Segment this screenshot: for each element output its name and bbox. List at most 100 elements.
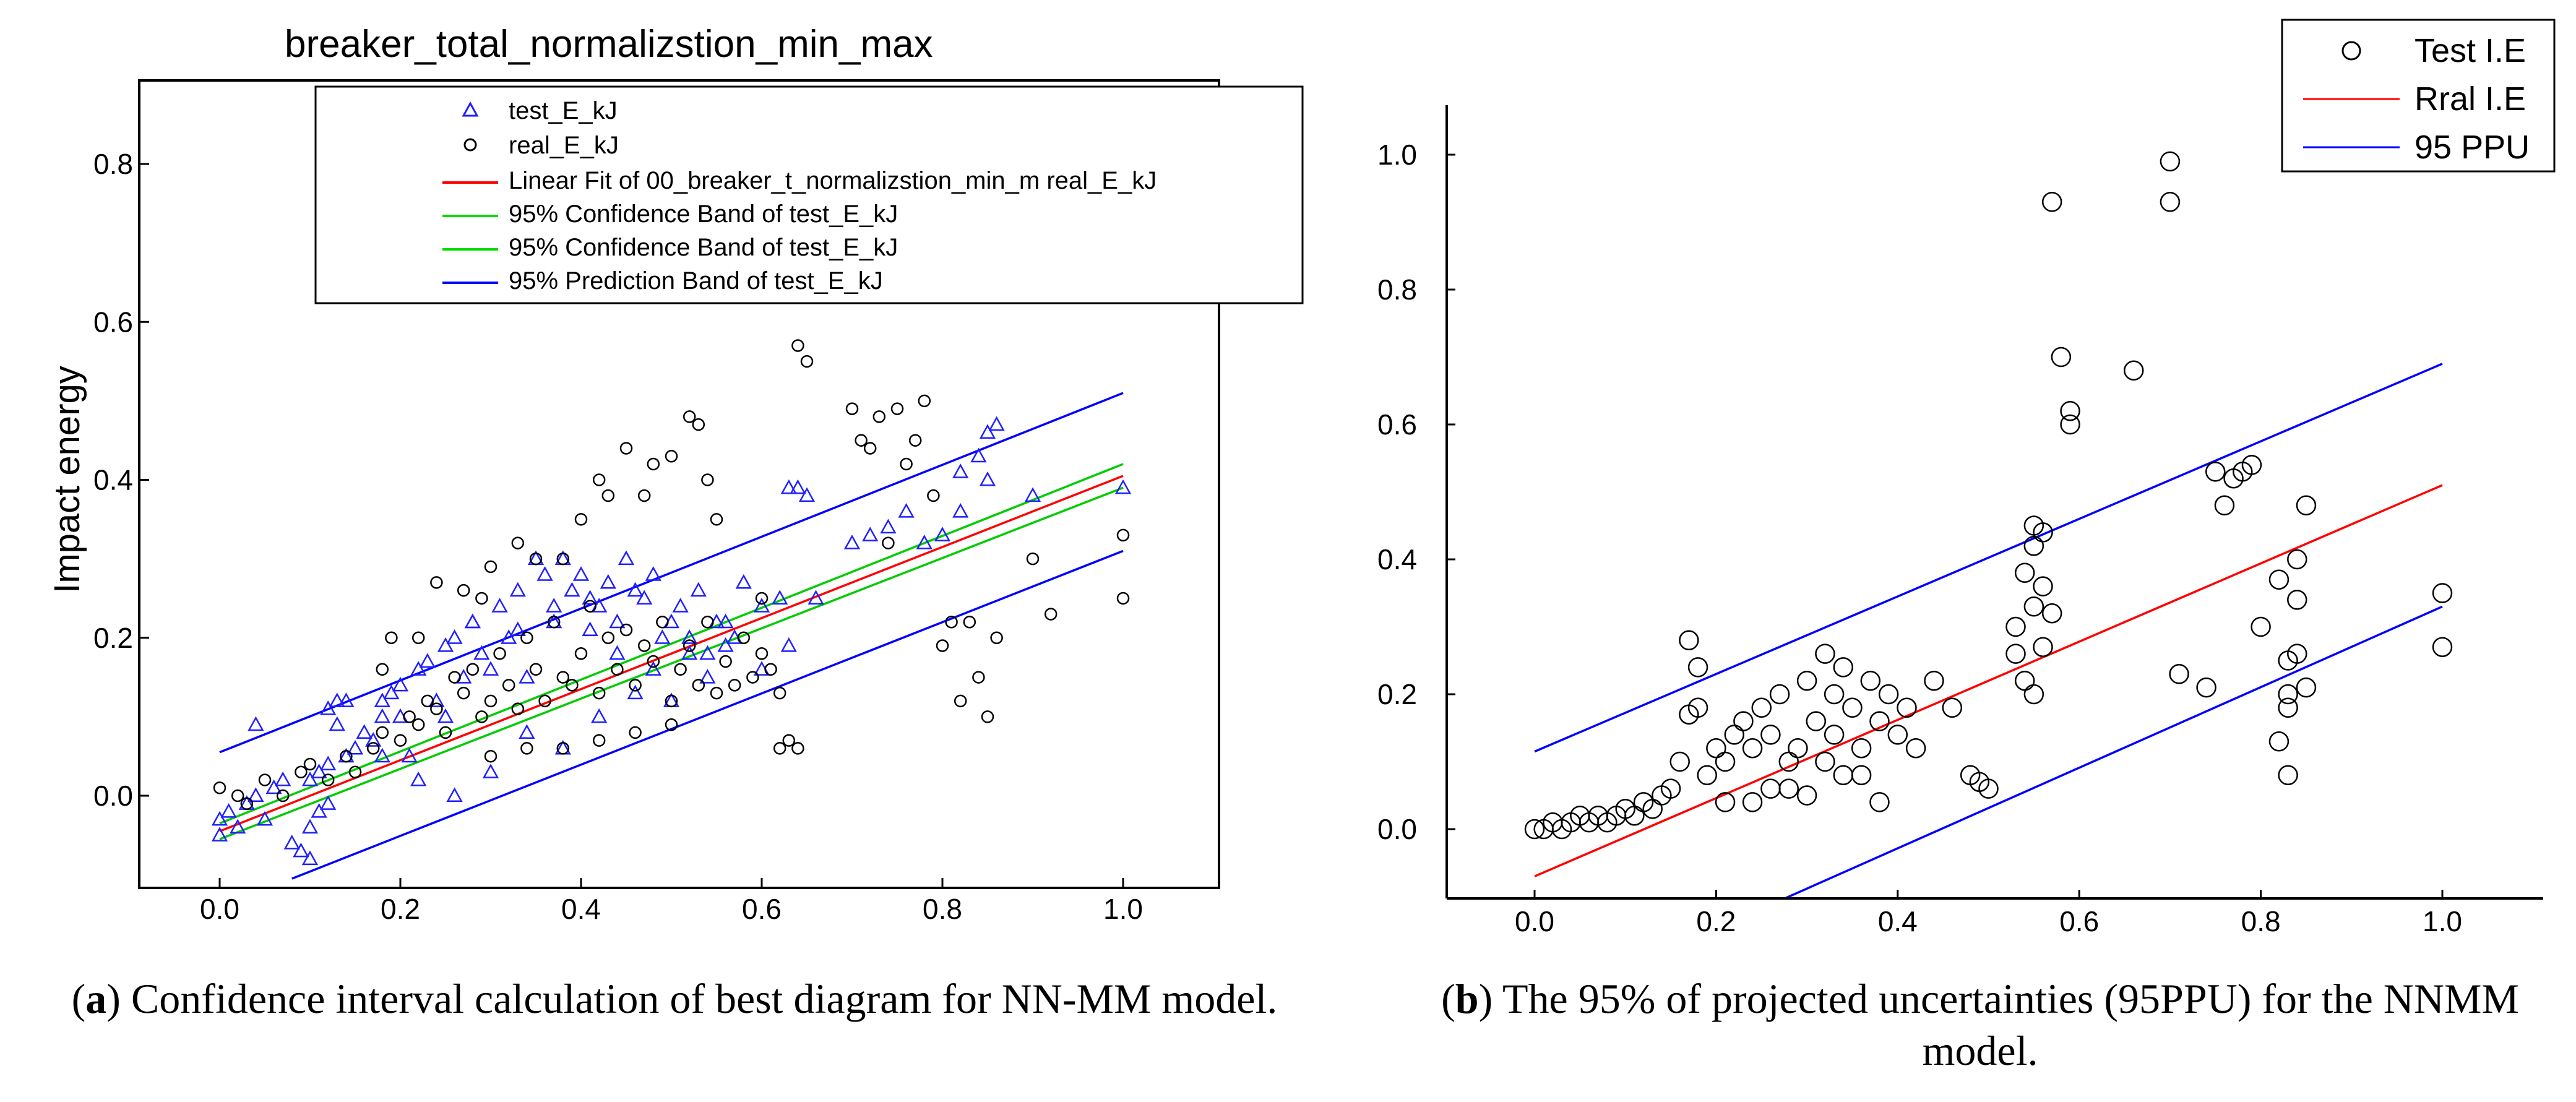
data-point-triangle — [798, 487, 816, 502]
data-point-circle — [213, 781, 226, 794]
data-point-circle — [1715, 792, 1736, 812]
data-point-circle — [1833, 657, 1854, 678]
data-point-circle — [303, 757, 317, 771]
data-point-triangle — [880, 519, 897, 534]
data-point-triangle — [374, 708, 390, 723]
panel-a-points — [211, 339, 1132, 866]
data-point-circle — [945, 615, 958, 629]
data-point-circle — [2278, 684, 2298, 705]
data-point-circle — [2196, 677, 2216, 698]
data-point-triangle — [654, 629, 671, 644]
data-point-circle — [1778, 751, 1799, 772]
data-point-circle — [882, 536, 895, 549]
data-point-triangle — [808, 590, 824, 605]
x-tick-label: 0.6 — [742, 893, 782, 925]
data-point-circle — [1796, 670, 1817, 691]
fit-line — [219, 486, 1124, 840]
data-point-circle — [574, 513, 588, 526]
panel-a-fit-lines — [219, 392, 1124, 880]
data-point-circle — [782, 734, 796, 747]
data-point-circle — [520, 631, 533, 644]
data-point-triangle — [374, 747, 390, 763]
legend-label-test: test_E_kJ — [509, 97, 618, 124]
data-point-triangle — [934, 527, 951, 541]
data-point-circle — [1887, 725, 1908, 745]
data-point-circle — [394, 734, 407, 747]
data-point-circle — [584, 600, 597, 613]
data-point-circle — [2268, 569, 2290, 590]
data-point-circle — [791, 339, 804, 352]
data-point-circle — [511, 702, 525, 715]
data-point-circle — [629, 679, 642, 692]
data-point-circle — [701, 473, 714, 486]
data-point-triangle — [211, 811, 228, 826]
data-point-triangle — [591, 708, 608, 723]
data-point-circle — [556, 552, 570, 566]
data-point-circle — [2051, 347, 2072, 368]
data-point-circle — [2033, 576, 2053, 596]
data-point-triangle — [230, 819, 246, 834]
data-point-circle — [800, 355, 814, 368]
data-point-circle — [2033, 522, 2053, 543]
panel-a-caption-text: Confidence interval calculation of best … — [120, 975, 1278, 1022]
data-point-circle — [1760, 778, 1781, 799]
data-point-triangle — [572, 566, 590, 581]
data-point-triangle — [618, 550, 635, 566]
data-point-circle — [2023, 684, 2044, 705]
legend-label-test-ie: Test I.E — [2414, 32, 2526, 69]
data-point-triangle — [473, 645, 490, 660]
data-point-circle — [511, 536, 525, 549]
data-point-triangle — [356, 724, 373, 739]
legend-label-linear-fit: Linear Fit of 00_breaker_t_normalizstion… — [509, 167, 1157, 194]
data-point-triangle — [509, 621, 526, 637]
data-point-circle — [918, 394, 931, 408]
data-point-triangle — [437, 637, 454, 652]
panel-b-fit-lines — [1534, 363, 2443, 897]
data-point-circle — [502, 679, 515, 692]
data-point-triangle — [681, 645, 698, 660]
data-point-circle — [592, 473, 606, 486]
data-point-circle — [665, 449, 678, 463]
data-point-triangle — [320, 755, 337, 770]
data-point-circle — [340, 749, 353, 763]
fit-line — [219, 475, 1124, 833]
data-point-circle — [619, 442, 633, 455]
data-point-circle — [791, 742, 804, 755]
data-point-triangle — [600, 574, 616, 589]
data-point-circle — [601, 489, 615, 502]
data-point-circle — [872, 410, 886, 423]
data-point-triangle — [446, 787, 463, 803]
y-tick-label: 0.0 — [93, 780, 133, 812]
data-point-circle — [629, 726, 642, 739]
data-point-triangle — [410, 771, 427, 786]
data-point-circle — [321, 773, 335, 786]
data-point-circle — [1942, 697, 1963, 718]
data-point-circle — [376, 726, 389, 739]
data-point-circle — [430, 702, 443, 715]
data-point-circle — [421, 694, 434, 708]
data-point-triangle — [735, 574, 752, 589]
panel-b-caption-text: The 95% of projected uncertainties (95PP… — [1493, 975, 2519, 1074]
data-point-triangle — [536, 566, 553, 581]
data-point-triangle — [311, 803, 327, 818]
data-point-triangle — [220, 803, 237, 818]
data-point-triangle — [780, 479, 797, 494]
data-point-circle — [529, 552, 543, 566]
data-point-circle — [1860, 670, 1881, 691]
data-point-circle — [683, 639, 696, 652]
x-tick-label: 1.0 — [2423, 905, 2462, 937]
data-point-circle — [556, 671, 570, 684]
data-point-circle — [637, 639, 651, 652]
y-tick-label: 1.0 — [1377, 139, 1417, 171]
data-point-circle — [1815, 644, 1835, 664]
x-tick-label: 0.8 — [2241, 905, 2281, 937]
data-point-circle — [656, 615, 669, 629]
panel-a-title: breaker_total_normalizstion_min_max — [285, 23, 933, 66]
data-point-circle — [737, 631, 751, 644]
data-point-triangle — [609, 613, 626, 629]
data-point-circle — [484, 749, 498, 763]
data-point-circle — [1924, 670, 1944, 691]
data-point-circle — [2287, 549, 2307, 570]
data-point-circle — [538, 694, 551, 708]
data-point-triangle — [952, 502, 969, 518]
